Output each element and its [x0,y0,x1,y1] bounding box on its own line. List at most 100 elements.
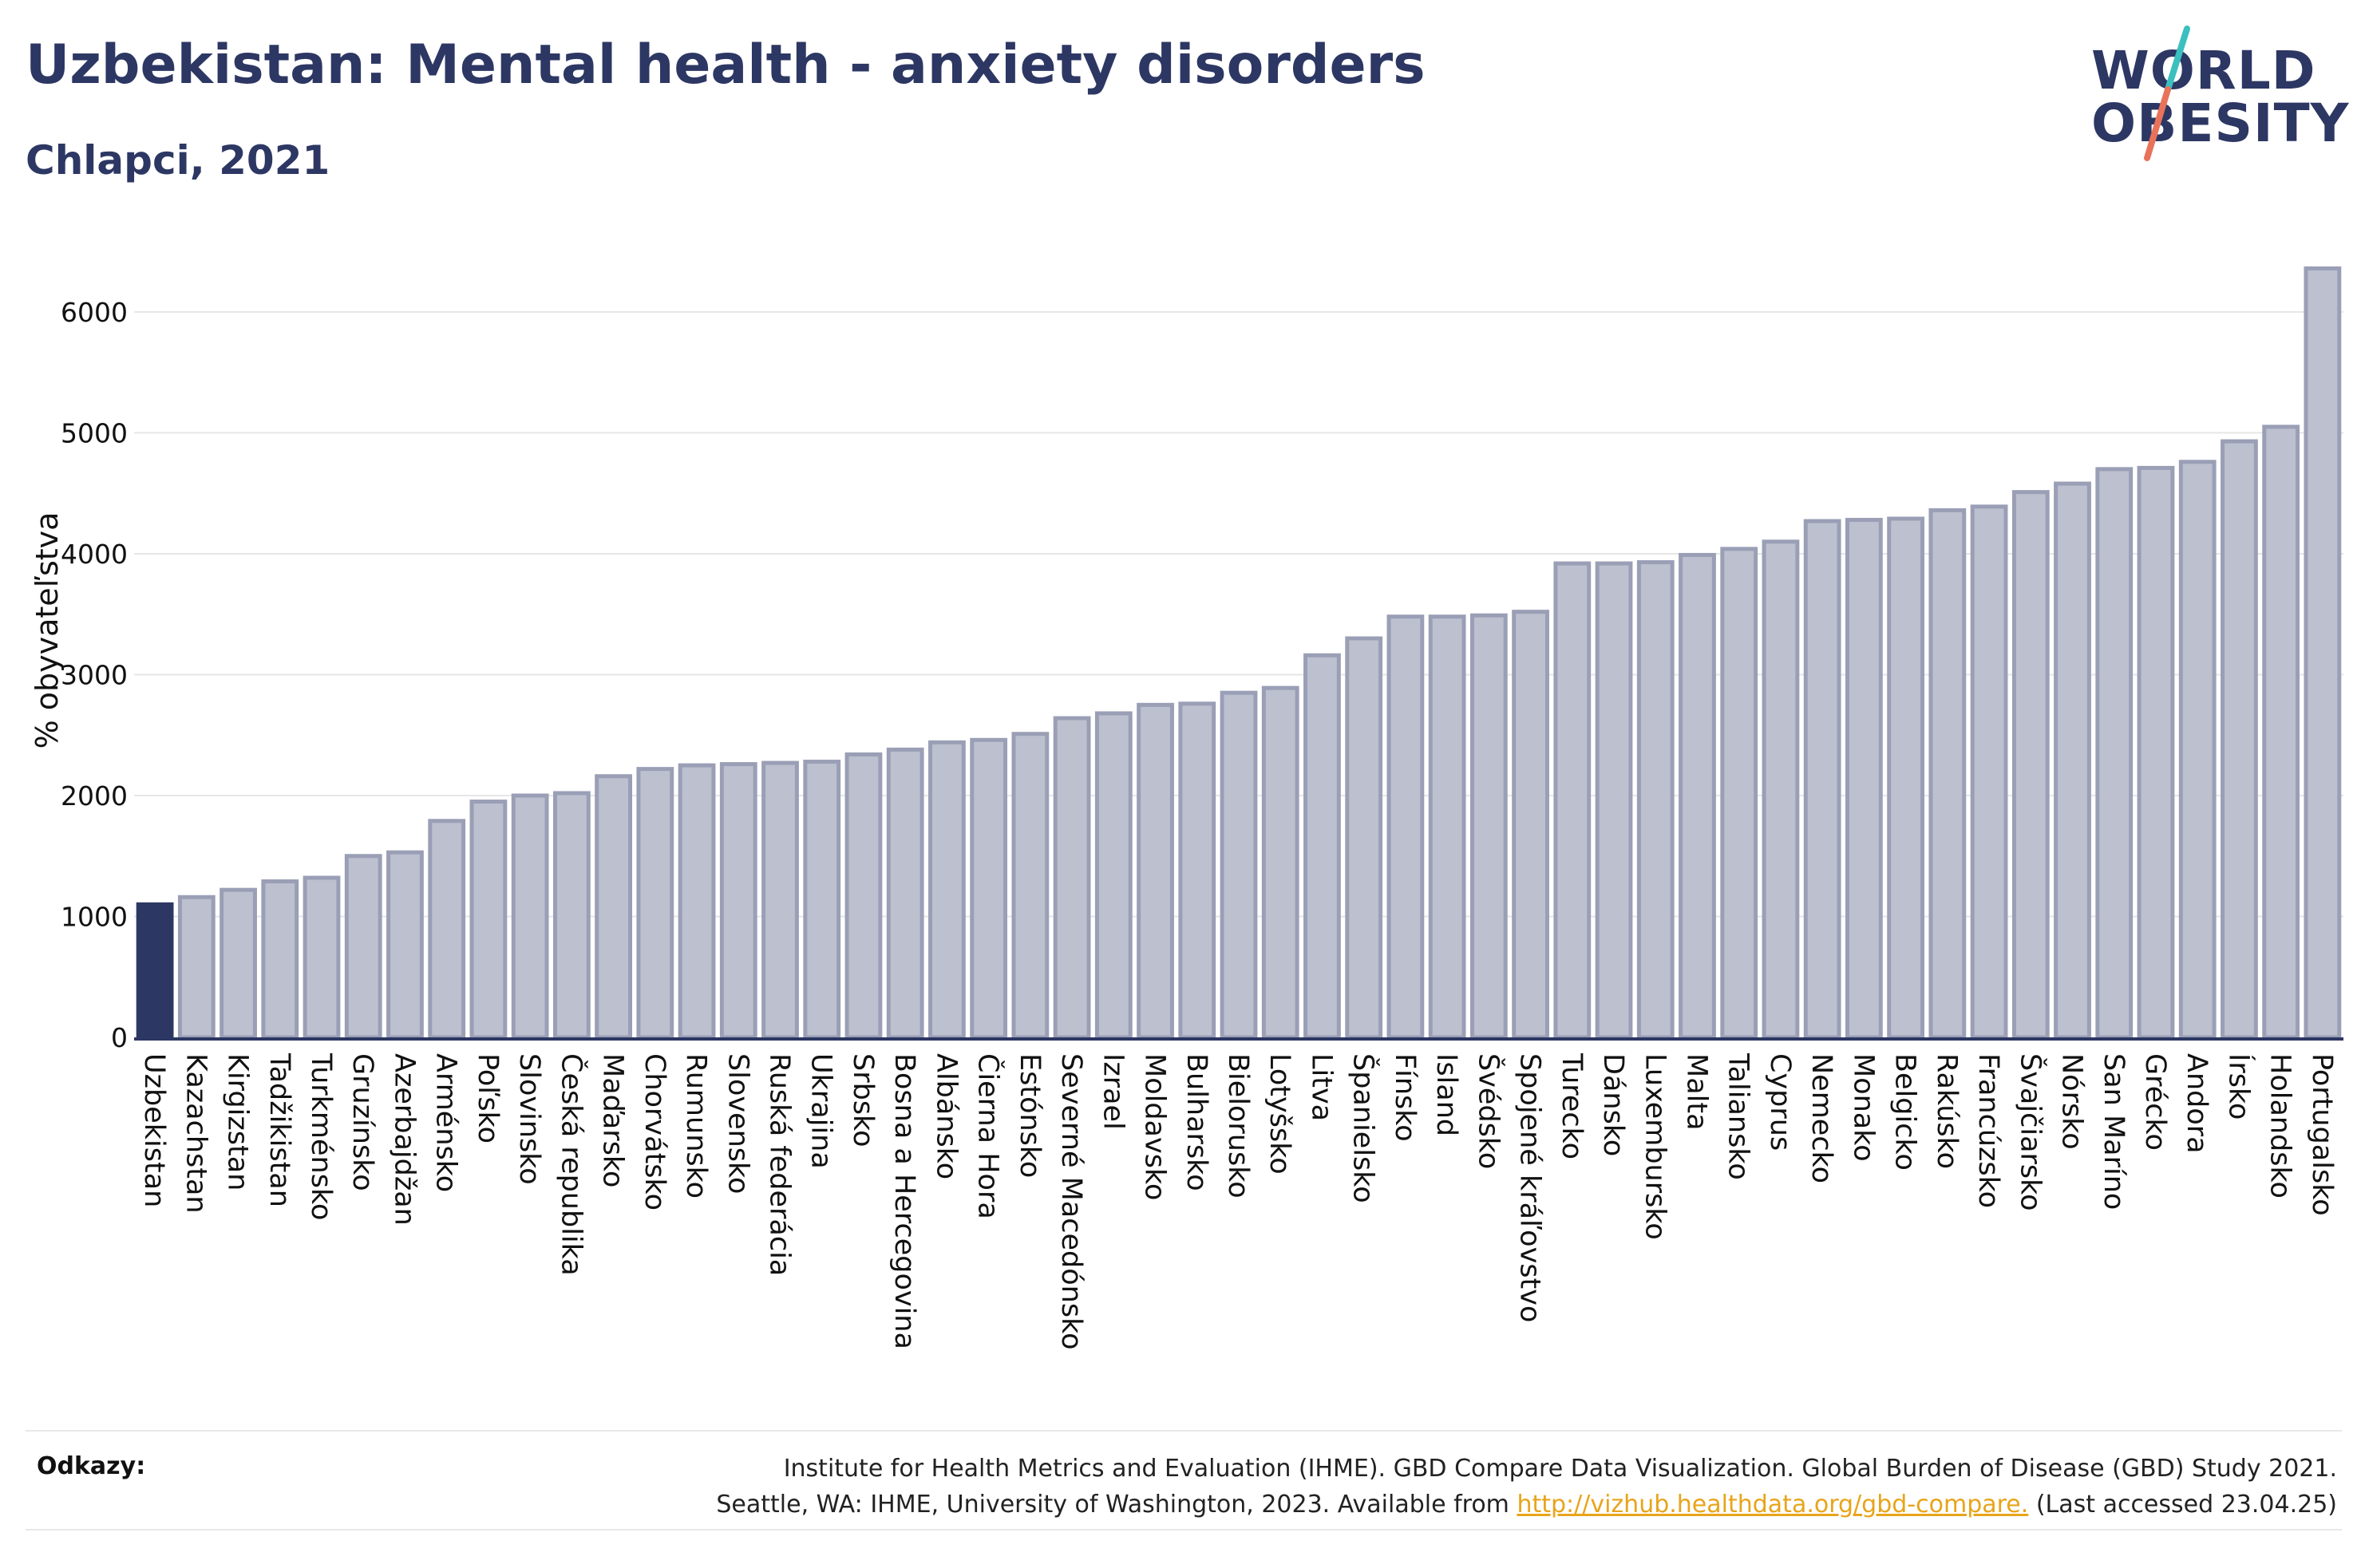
bar-36[interactable] [1636,560,1675,1040]
bar-29[interactable] [1345,636,1383,1040]
x-tick-label: Ukrajina [805,1053,837,1169]
x-tick-label: Turecko [1556,1053,1588,1159]
bar-17[interactable] [844,752,883,1040]
references-label: Odkazy: [37,1452,146,1480]
bar-42[interactable] [1887,516,1925,1040]
bar-37[interactable] [1679,552,1716,1040]
bar-52[interactable] [2304,266,2342,1040]
reference-line-1: Institute for Health Metrics and Evaluat… [783,1455,2337,1483]
x-axis-labels: Uzbekistan Kazachstan Kirgizstan Tadžikista… [138,1053,2338,1350]
x-tick-label: Turkménsko [305,1053,337,1220]
references-text: Institute for Health Metrics and Evaluat… [716,1451,2337,1523]
logo-line-1: WORLD [2091,40,2316,101]
bar-24[interactable] [1137,702,1174,1040]
x-tick-label: Andora [2181,1053,2213,1154]
bar-28[interactable] [1303,653,1341,1040]
x-tick-label: Spojené kráľovstvo [1514,1053,1546,1322]
y-tick-label: 1000 [61,901,128,932]
x-tick-label: Kirgizstan [222,1053,254,1191]
bar-7[interactable] [428,819,466,1040]
bar-51[interactable] [2262,425,2300,1040]
bar-41[interactable] [1845,518,1883,1040]
x-tick-label: Litva [1305,1053,1337,1121]
x-tick-label: Lotyšsko [1264,1053,1295,1175]
bar-6[interactable] [386,850,424,1040]
bar-19[interactable] [928,740,966,1040]
footer-divider-bottom [26,1529,2342,1530]
bar-13[interactable] [678,763,716,1040]
x-tick-label: Bielorusko [1222,1053,1254,1199]
bar-30[interactable] [1386,614,1425,1040]
bar-34[interactable] [1553,561,1592,1040]
bar-chart: 0 1000 2000 3000 4000 5000 6000 Uzbekistan Kaza… [30,266,2343,1350]
bar-18[interactable] [886,747,924,1040]
bar-5[interactable] [344,854,382,1040]
logo-line-2: OBESITY [2091,93,2350,154]
bar-49[interactable] [2178,460,2217,1040]
bar-38[interactable] [1720,547,1758,1040]
bar-22[interactable] [1053,716,1091,1040]
x-tick-label: Moldavsko [1139,1053,1171,1200]
bar-11[interactable] [595,774,632,1040]
bar-31[interactable] [1428,614,1466,1040]
x-tick-label: Monako [1847,1053,1879,1162]
bar-27[interactable] [1261,685,1299,1040]
logo-slash-icon [2144,26,2190,161]
bars [136,266,2342,1040]
bar-40[interactable] [1803,519,1841,1040]
bar-0[interactable] [136,902,174,1040]
bar-47[interactable] [2095,467,2134,1040]
bar-46[interactable] [2054,481,2091,1040]
x-tick-label: Rakúsko [1931,1053,1963,1169]
reference-line-2: Seattle, WA: IHME, University of Washing… [716,1487,2337,1523]
x-tick-label: Arménsko [430,1053,462,1192]
page-subtitle: Chlapci, 2021 [26,137,330,184]
x-tick-label: Švajčiarsko [2014,1053,2047,1211]
x-tick-label: Holandsko [2264,1053,2296,1199]
y-tick-label: 2000 [61,780,128,812]
x-tick-label: Uzbekistan [138,1053,170,1207]
x-tick-label: Slovinsko [513,1053,545,1185]
bar-2[interactable] [219,887,257,1040]
footer-divider-top [26,1430,2342,1432]
bar-20[interactable] [970,737,1008,1040]
bar-43[interactable] [1928,508,1967,1040]
y-tick-label: 0 [111,1022,128,1053]
x-tick-label: Malta [1680,1053,1712,1131]
bar-39[interactable] [1762,539,1800,1040]
x-tick-label: Bosna a Hercegovina [888,1053,920,1349]
reference-line-2-prefix: Seattle, WA: IHME, University of Washing… [716,1491,1517,1519]
page-title: Uzbekistan: Mental health - anxiety diso… [26,34,1426,97]
bar-25[interactable] [1178,701,1216,1040]
bar-14[interactable] [719,762,757,1040]
bar-33[interactable] [1512,610,1549,1040]
bar-8[interactable] [469,800,508,1040]
bar-12[interactable] [636,767,674,1040]
bar-44[interactable] [1970,504,2008,1040]
reference-line-2-suffix: (Last accessed 23.04.25) [2028,1491,2337,1519]
bar-50[interactable] [2221,439,2258,1040]
bar-26[interactable] [1220,690,1258,1040]
x-tick-label: Taliansko [1722,1053,1754,1180]
bar-45[interactable] [2011,490,2050,1040]
x-tick-label: Slovensko [722,1053,753,1194]
bar-16[interactable] [803,760,841,1040]
x-tick-label: Grécko [2139,1053,2171,1151]
x-tick-label: Cyprus [1764,1053,1796,1151]
x-tick-label: Francúzsko [1972,1053,2004,1208]
bar-23[interactable] [1094,711,1133,1040]
x-tick-label: Rumunsko [680,1053,712,1199]
bar-35[interactable] [1595,561,1633,1040]
bar-32[interactable] [1469,613,1508,1040]
bar-10[interactable] [552,791,591,1040]
bar-21[interactable] [1011,732,1050,1040]
bar-4[interactable] [303,875,341,1040]
bar-3[interactable] [261,879,299,1040]
y-axis-ticks: 0 1000 2000 3000 4000 5000 6000 [61,297,128,1053]
bar-15[interactable] [761,760,799,1040]
y-tick-label: 3000 [61,659,128,690]
bar-1[interactable] [177,895,216,1040]
bar-48[interactable] [2137,465,2175,1040]
reference-link[interactable]: http://vizhub.healthdata.org/gbd-compare… [1517,1491,2029,1519]
bar-9[interactable] [511,793,549,1040]
